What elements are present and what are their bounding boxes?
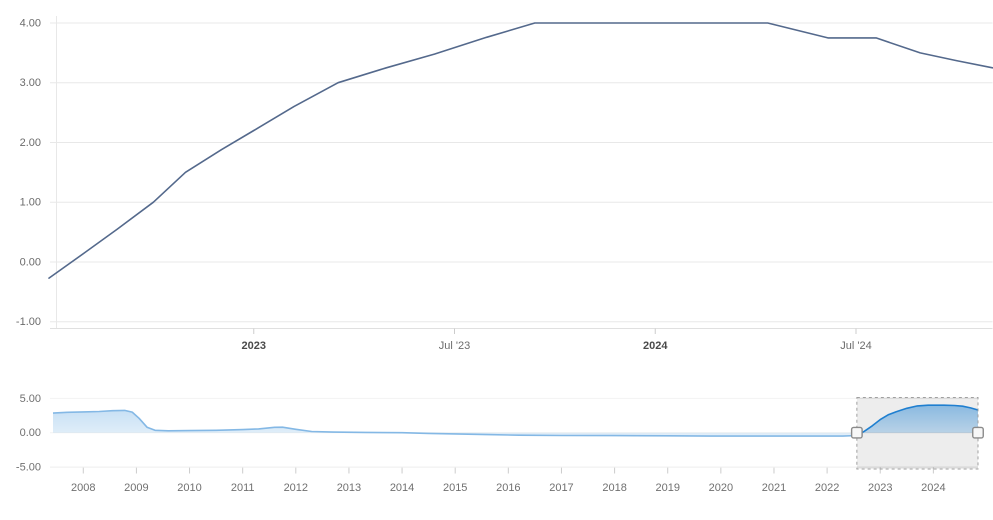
x-axis-label: Jul '23: [439, 340, 470, 352]
x-axis-label: Jul '24: [840, 340, 871, 352]
nav-x-axis-label: 2009: [124, 482, 148, 494]
navigator-left-handle[interactable]: [850, 426, 863, 439]
nav-x-axis-label: 2010: [177, 482, 201, 494]
nav-x-axis-label: 2011: [231, 482, 255, 494]
nav-x-axis-label: 2021: [762, 482, 786, 494]
rate-series-line: [48, 22, 993, 279]
nav-y-axis-label: 5.00: [20, 393, 41, 405]
nav-x-axis-label: 2024: [921, 482, 945, 494]
nav-y-axis-label: -5.00: [16, 462, 41, 474]
nav-x-axis-label: 2017: [549, 482, 573, 494]
nav-y-axis-label: 0.00: [20, 427, 41, 439]
y-axis-label: 3.00: [20, 77, 41, 89]
y-axis-label: 1.00: [20, 197, 41, 209]
nav-x-axis-label: 2023: [868, 482, 892, 494]
navigator[interactable]: 5.00 0.00 -5.00 2008 2009 2010 2011 2012 2013 201…: [0, 360, 993, 520]
main-chart-plot[interactable]: 4.00 3.00 2.00 1.00 0.00 -1.00 2023 Jul '23 2024…: [0, 0, 993, 360]
navigator-unselected-mask[interactable]: [50, 396, 857, 469]
nav-x-axis-label: 2019: [655, 482, 679, 494]
y-axis-label: -1.00: [16, 316, 41, 328]
x-axis-label: 2024: [643, 340, 668, 352]
nav-x-axis-label: 2016: [496, 482, 520, 494]
navigator-right-handle[interactable]: [972, 426, 984, 439]
nav-x-axis-label: 2022: [815, 482, 839, 494]
nav-x-axis-label: 2013: [337, 482, 361, 494]
x-axis-label: 2023: [242, 340, 266, 352]
nav-x-axis-label: 2020: [709, 482, 733, 494]
y-axis-label: 4.00: [20, 18, 41, 30]
y-axis-label: 2.00: [20, 137, 41, 149]
y-axis-label: 0.00: [20, 256, 41, 268]
nav-x-axis-label: 2012: [284, 482, 308, 494]
nav-x-axis-label: 2014: [390, 482, 414, 494]
nav-x-axis-label: 2008: [71, 482, 95, 494]
nav-series-line: [52, 404, 979, 437]
nav-x-axis-label: 2018: [602, 482, 626, 494]
nav-series-area: [53, 405, 978, 437]
nav-x-axis-label: 2015: [443, 482, 467, 494]
